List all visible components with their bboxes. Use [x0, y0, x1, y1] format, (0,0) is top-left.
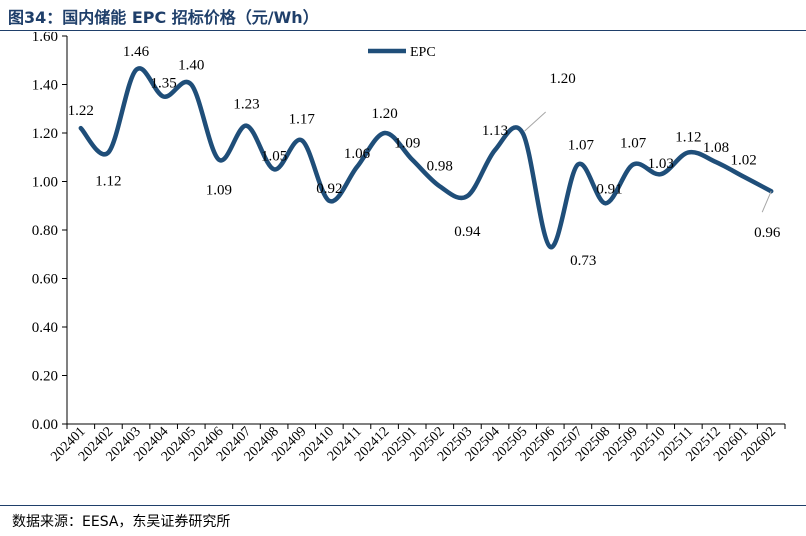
y-tick-label: 1.20 — [32, 126, 58, 142]
data-label: 1.17 — [289, 111, 316, 127]
data-label: 0.94 — [454, 224, 481, 240]
y-tick-label: 1.00 — [32, 175, 58, 191]
data-label: 1.07 — [620, 136, 647, 152]
data-label: 1.20 — [550, 71, 576, 87]
data-label: 1.06 — [344, 146, 371, 162]
data-label: 1.09 — [206, 183, 232, 199]
y-tick-label: 0.60 — [32, 272, 58, 288]
data-label: 1.13 — [482, 123, 508, 139]
y-tick-label: 0.00 — [32, 417, 58, 433]
data-label: 1.07 — [568, 138, 595, 154]
line-chart: 0.00 0.20 0.40 0.60 0.80 1.00 1.20 1.40 1.60 202… — [32, 32, 786, 465]
y-axis-ticks: 0.00 0.20 0.40 0.60 0.80 1.00 1.20 1.40 1.60 — [32, 32, 67, 433]
data-label: 1.08 — [703, 140, 729, 156]
data-labels: 1.22 1.12 1.461.351.40 1.09 1.23 1.05 1.17 0.92… — [68, 44, 781, 269]
y-tick-label: 0.80 — [32, 223, 58, 239]
top-rule — [0, 30, 806, 31]
data-label: 0.92 — [316, 181, 342, 197]
data-label: 1.46 — [123, 44, 150, 60]
y-tick-label: 1.40 — [32, 78, 58, 94]
callout-lines — [524, 111, 772, 213]
bottom-rule — [0, 505, 806, 506]
source-note: 数据来源：EESA，东吴证券研究所 — [12, 514, 231, 530]
series-line-epc — [78, 66, 774, 250]
figure-title: 图34：国内储能 EPC 招标价格（元/Wh） — [8, 8, 319, 27]
data-label: 0.91 — [596, 181, 622, 197]
data-label: 1.20 — [371, 106, 397, 122]
x-axis-ticks: 2024012024022024032024042024052024062024… — [48, 424, 786, 465]
data-label: 1.40 — [178, 58, 204, 74]
data-label: 1.05 — [261, 148, 287, 164]
y-tick-label: 1.60 — [32, 32, 58, 45]
data-label: 1.23 — [233, 97, 259, 113]
y-tick-label: 0.40 — [32, 320, 58, 336]
y-tick-label: 0.20 — [32, 369, 58, 385]
data-label: 1.22 — [68, 103, 94, 119]
callout-line — [761, 191, 772, 213]
data-label: 0.96 — [754, 225, 781, 241]
data-label: 1.02 — [730, 153, 756, 169]
axes — [66, 36, 785, 425]
legend: EPC — [368, 45, 436, 60]
data-label: 1.12 — [95, 173, 121, 189]
data-label: 1.03 — [648, 156, 674, 172]
data-label: 1.35 — [151, 76, 177, 92]
data-label: 0.98 — [427, 158, 453, 174]
legend-label-epc: EPC — [410, 45, 436, 60]
data-label: 0.73 — [570, 253, 596, 269]
callout-line — [524, 111, 546, 132]
data-label: 1.12 — [675, 129, 701, 145]
data-label: 1.09 — [394, 136, 420, 152]
